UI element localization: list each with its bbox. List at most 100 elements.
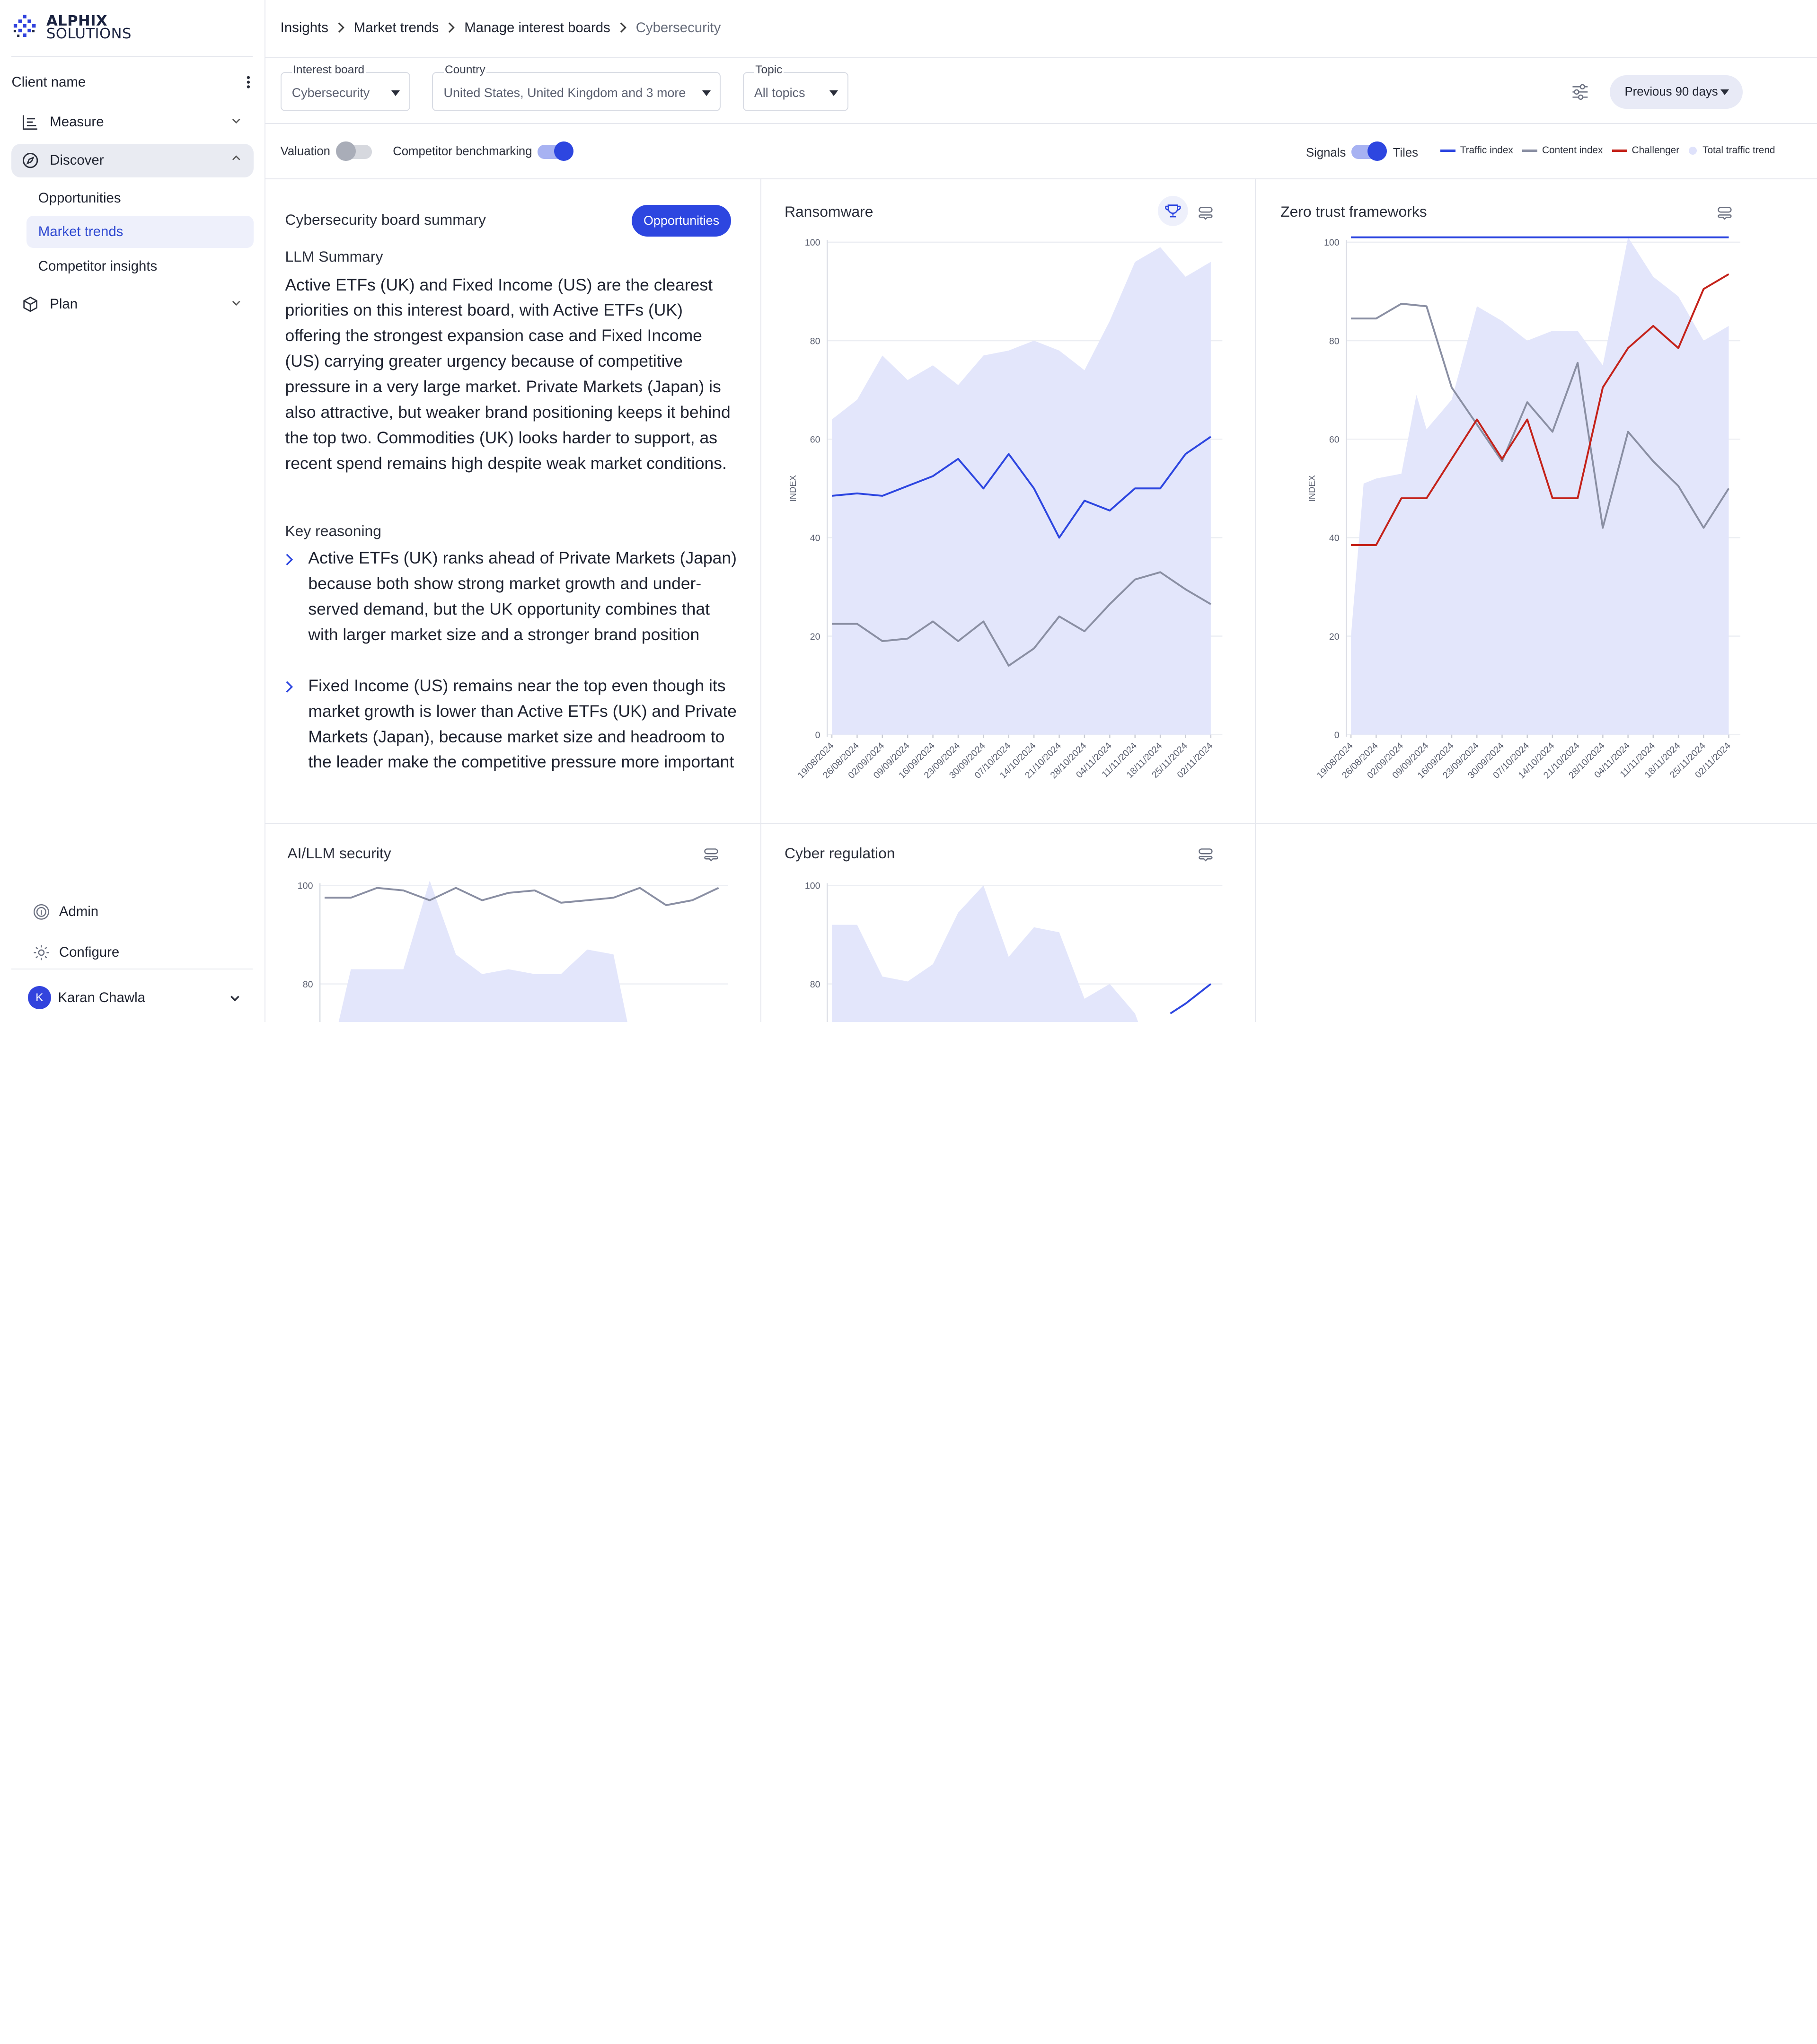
nav-label: Discover: [50, 152, 104, 168]
brand-name: ALPHIX: [46, 12, 108, 29]
sub-item-label: Competitor insights: [38, 258, 158, 274]
y-tick-label: 40: [810, 533, 820, 544]
view-mode-toggle[interactable]: [1351, 141, 1387, 161]
nav-label: Measure: [50, 114, 104, 130]
client-selector[interactable]: Client name: [11, 72, 250, 93]
reasoning-text: Fixed Income (US) remains near the top e…: [308, 676, 737, 772]
divider: [265, 822, 1817, 824]
series-area-total-traffic-trend: [832, 885, 1138, 1022]
chart-cyber-regulation: 80 100: [805, 881, 1223, 1022]
chevron-down-icon[interactable]: [229, 991, 241, 1004]
reasoning-item[interactable]: Fixed Income (US) remains near the top e…: [285, 673, 742, 775]
reasoning-item[interactable]: Active ETFs (UK) ranks ahead of Private …: [285, 546, 742, 648]
legend-label: Content index: [1542, 145, 1603, 156]
breadcrumb-insights[interactable]: Insights: [280, 19, 328, 35]
y-tick-label: 0: [1334, 730, 1340, 740]
sub-item-label: Market trends: [38, 223, 123, 239]
series-line-content-index: [324, 887, 719, 906]
y-tick-label: 100: [298, 881, 313, 891]
reasoning-text: Active ETFs (UK) ranks ahead of Private …: [308, 548, 737, 644]
toggle-knob: [554, 141, 574, 161]
user-name: Karan Chawla: [58, 989, 145, 1005]
sub-item-label: Opportunities: [38, 190, 121, 206]
cube-icon: [21, 295, 39, 313]
nav-plan[interactable]: Plan: [11, 287, 254, 321]
nav-label: Plan: [50, 296, 78, 312]
chart-menu-button[interactable]: [1198, 846, 1213, 867]
chart-title-ai-llm: AI/LLM security: [287, 845, 391, 862]
y-tick-label: 80: [1329, 336, 1340, 346]
breadcrumb-market-trends[interactable]: Market trends: [353, 19, 439, 35]
chart-menu-button[interactable]: [1717, 204, 1732, 225]
legend-label: Challenger: [1632, 145, 1680, 156]
legend-item-content-index[interactable]: Content index: [1522, 145, 1603, 156]
series-area-total-traffic-trend: [1351, 237, 1729, 735]
y-axis-label: INDEX: [788, 475, 798, 502]
series-line-content-index: [832, 571, 1212, 667]
chart-menu-button[interactable]: [1198, 204, 1213, 225]
chart-ai-llm-security: 80 100: [298, 880, 728, 1022]
sub-item-competitor-insights[interactable]: Competitor insights: [26, 250, 254, 283]
nav-discover[interactable]: Discover: [11, 143, 254, 177]
layers-icon: [1199, 848, 1213, 862]
chevron-right-icon: [338, 22, 344, 33]
field-label: Country: [443, 63, 487, 77]
y-tick-label: 80: [810, 336, 820, 346]
country-select[interactable]: Country United States, United Kingdom an…: [432, 63, 721, 112]
toggle-knob: [336, 141, 356, 161]
period-value: Previous 90 days: [1624, 85, 1718, 99]
y-tick-label: 60: [810, 435, 820, 445]
legend-item-traffic-index[interactable]: Traffic index: [1440, 145, 1513, 156]
brand-subname: SOLUTIONS: [46, 25, 132, 42]
period-select[interactable]: Previous 90 days: [1609, 75, 1743, 109]
chevron-down-icon[interactable]: [230, 115, 242, 126]
admin-link[interactable]: Admin: [33, 900, 98, 924]
y-tick-label: 80: [302, 979, 313, 990]
brand-logo[interactable]: ALPHIX SOLUTIONS: [11, 14, 131, 42]
opportunities-button[interactable]: Opportunities: [631, 205, 732, 237]
llm-summary-label: LLM Summary: [285, 248, 383, 265]
chevron-right-icon: [286, 681, 293, 693]
configure-link[interactable]: Configure: [33, 941, 119, 964]
benchmark-button[interactable]: [1157, 195, 1188, 231]
sub-item-opportunities[interactable]: Opportunities: [26, 182, 254, 214]
measure-icon: [21, 113, 39, 132]
chevron-up-icon[interactable]: [230, 153, 242, 164]
divider: [265, 178, 1817, 179]
series-line-traffic-index: [1170, 983, 1212, 1014]
trophy-icon: [1157, 195, 1188, 226]
chart-ransomware: 020406080100INDEX19/08/202426/08/202402/…: [788, 238, 1223, 781]
fingerprint-icon: [33, 904, 49, 920]
valuation-toggle[interactable]: [336, 141, 372, 161]
more-vertical-icon[interactable]: [246, 75, 251, 89]
field-value: Cybersecurity: [291, 85, 370, 100]
nav-measure[interactable]: Measure: [11, 106, 254, 139]
chevron-down-icon[interactable]: [230, 297, 242, 308]
legend-swatch: [1440, 149, 1455, 152]
interest-board-select[interactable]: Interest board Cybersecurity: [280, 63, 410, 112]
avatar: K: [27, 986, 51, 1010]
breadcrumb: Insights Market trends Manage interest b…: [281, 20, 721, 36]
settings-sliders-icon[interactable]: [1571, 83, 1589, 101]
chart-menu-button[interactable]: [704, 846, 719, 867]
signals-label: Signals: [1306, 146, 1346, 159]
sub-item-market-trends[interactable]: Market trends: [26, 215, 254, 248]
breadcrumb-manage-interest-boards[interactable]: Manage interest boards: [464, 19, 610, 35]
competitor-benchmarking-toggle[interactable]: [538, 141, 574, 161]
field-label: Topic: [754, 63, 784, 77]
series-area-total-traffic-trend: [338, 880, 627, 1022]
legend-swatch: [1522, 149, 1538, 152]
caret-down-icon: [391, 90, 400, 96]
topic-select[interactable]: Topic All topics: [742, 63, 848, 112]
legend-item-challenger[interactable]: Challenger: [1612, 145, 1679, 156]
legend-item-total-traffic-trend[interactable]: Total traffic trend: [1688, 145, 1775, 156]
key-reasoning-label: Key reasoning: [285, 522, 381, 540]
valuation-label: Valuation: [280, 145, 330, 159]
field-value: United States, United Kingdom and 3 more: [443, 85, 686, 100]
y-tick-label: 100: [1324, 238, 1340, 248]
user-menu[interactable]: K Karan Chawla: [27, 985, 241, 1011]
caret-down-icon: [1720, 89, 1729, 95]
legend-swatch: [1612, 149, 1627, 152]
y-tick-label: 100: [805, 238, 820, 248]
legend-label: Traffic index: [1460, 145, 1513, 156]
